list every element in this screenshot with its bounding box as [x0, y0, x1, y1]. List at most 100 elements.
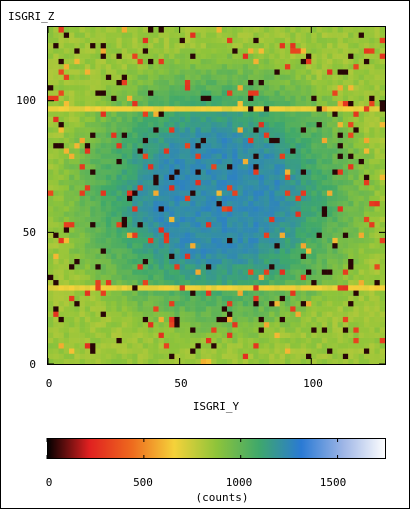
heatmap-cell	[142, 190, 149, 196]
heatmap-cell	[316, 274, 323, 281]
heatmap-cell	[284, 290, 291, 296]
heatmap-cell	[269, 200, 275, 207]
heatmap-cell	[379, 53, 386, 59]
heatmap-cell	[363, 353, 370, 360]
heatmap-cell	[105, 111, 112, 117]
heatmap-cell	[353, 48, 359, 54]
heatmap-cell	[316, 306, 323, 312]
heatmap-cell	[284, 327, 291, 333]
heatmap-cell	[263, 216, 270, 223]
heatmap-cell	[327, 105, 333, 112]
heatmap-cell	[342, 90, 349, 96]
heatmap-cell	[142, 306, 149, 312]
heatmap-cell	[190, 311, 196, 317]
heatmap-cell	[248, 353, 254, 360]
heatmap-cell	[269, 184, 275, 191]
heatmap-cell	[337, 127, 344, 133]
heatmap-cell	[353, 216, 359, 223]
heatmap-cell	[306, 290, 312, 296]
heatmap-cell	[100, 279, 107, 286]
heatmap-cell	[332, 348, 338, 354]
heatmap-cell	[158, 358, 165, 365]
heatmap-cell	[111, 148, 117, 154]
heatmap-cell	[242, 169, 249, 175]
heatmap-cell	[342, 42, 349, 49]
heatmap-cell	[295, 95, 302, 102]
heatmap-cell	[179, 290, 186, 296]
heatmap-cell	[263, 274, 270, 281]
heatmap-cell	[132, 95, 138, 102]
heatmap-cell	[48, 184, 54, 191]
heatmap-cell	[53, 242, 59, 249]
heatmap-cell	[237, 53, 244, 59]
heatmap-cell	[379, 74, 386, 80]
heatmap-cell	[348, 69, 354, 75]
heatmap-cell	[242, 316, 249, 323]
heatmap-cell	[295, 69, 302, 75]
heatmap-cell	[342, 269, 349, 275]
heatmap-cell	[327, 132, 333, 138]
heatmap-cell	[311, 74, 317, 80]
heatmap-cell	[74, 253, 80, 259]
heatmap-cell	[348, 348, 354, 354]
heatmap-cell	[137, 158, 144, 165]
heatmap-cell	[132, 174, 138, 181]
heatmap-cell	[116, 63, 123, 70]
heatmap-cell	[295, 27, 302, 33]
heatmap-cell	[332, 58, 338, 65]
heatmap-cell	[105, 148, 112, 154]
heatmap-cell	[90, 116, 96, 123]
heatmap-cell	[279, 105, 286, 112]
heatmap-cell	[316, 63, 323, 70]
heatmap-cell	[279, 358, 286, 365]
heatmap-cell	[311, 348, 317, 354]
heatmap-cell	[227, 79, 233, 86]
heatmap-cell	[348, 84, 354, 91]
heatmap-cell	[84, 274, 91, 281]
heatmap-cell	[274, 258, 280, 265]
heatmap-cell	[121, 132, 128, 138]
heatmap-cell	[153, 269, 159, 275]
heatmap-cell	[169, 285, 175, 291]
heatmap-cell	[342, 174, 349, 181]
heatmap-cell	[363, 227, 370, 233]
heatmap-cell	[342, 84, 349, 91]
heatmap-cell	[69, 200, 75, 207]
colorbar-tick-label: 500	[133, 476, 153, 489]
heatmap-cell	[284, 142, 291, 149]
heatmap-cell	[195, 79, 202, 86]
heatmap-cell	[321, 285, 328, 291]
heatmap-cell	[232, 306, 238, 312]
heatmap-cell	[53, 211, 59, 217]
heatmap-cell	[311, 274, 317, 281]
heatmap-cell	[158, 153, 165, 159]
heatmap-cell	[100, 169, 107, 175]
heatmap-cell	[111, 358, 117, 365]
heatmap-cell	[163, 358, 170, 365]
heatmap-cell	[111, 27, 117, 33]
heatmap-cell	[374, 237, 381, 244]
heatmap-cell	[237, 153, 244, 159]
heatmap-cell	[158, 237, 165, 244]
heatmap-cell	[269, 53, 275, 59]
heatmap-cell	[237, 327, 244, 333]
heatmap-cell	[116, 142, 123, 149]
heatmap-cell	[63, 285, 70, 291]
heatmap-cell	[205, 337, 212, 344]
heatmap-cell	[137, 58, 144, 65]
heatmap-cell	[227, 321, 233, 328]
heatmap-cell	[358, 200, 365, 207]
heatmap-cell	[242, 116, 249, 123]
heatmap-cell	[105, 27, 112, 33]
heatmap-cell	[216, 195, 223, 202]
heatmap-cell	[58, 311, 65, 317]
heatmap-cell	[58, 353, 65, 360]
heatmap-cell	[74, 142, 80, 149]
heatmap-cell	[163, 316, 170, 323]
heatmap-cell	[311, 90, 317, 96]
heatmap-cell	[274, 74, 280, 80]
heatmap-cell	[174, 306, 180, 312]
heatmap-cell	[200, 179, 207, 186]
heatmap-cell	[279, 348, 286, 354]
heatmap-cell	[300, 306, 307, 312]
